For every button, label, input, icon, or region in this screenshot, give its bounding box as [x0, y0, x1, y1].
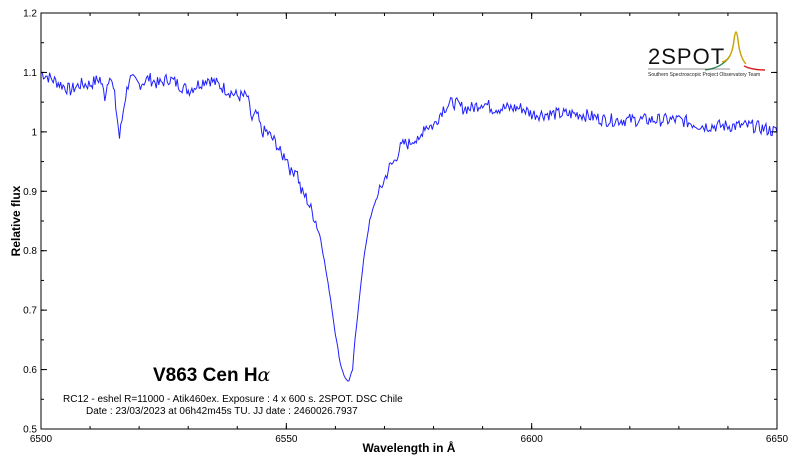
y-tick-label: 0.6	[23, 365, 37, 376]
y-tick-label: 0.8	[23, 246, 37, 257]
logo-yellow-peak	[721, 31, 747, 65]
spectrum-line	[40, 71, 778, 382]
y-tick-label: 1.2	[23, 9, 37, 20]
y-tick-label: 1	[31, 127, 37, 138]
spectrum-title: V863 Cen Hα	[153, 364, 271, 386]
instrument-info: RC12 - eshel R=11000 - Atik460ex. Exposu…	[63, 394, 403, 405]
y-tick-label: 1.1	[23, 68, 37, 79]
y-tick-label: 0.5	[23, 425, 37, 436]
x-tick-label: 6500	[30, 434, 53, 445]
x-axis-title: Wavelength in Å	[363, 440, 456, 455]
logo-name: 2SPOT	[648, 44, 725, 69]
date-info: Date : 23/03/2023 at 06h42m45s TU. JJ da…	[86, 406, 358, 417]
y-axis-title: Relative flux	[9, 185, 23, 256]
y-tick-label: 0.7	[23, 306, 37, 317]
x-tick-label: 6550	[275, 434, 298, 445]
y-tick-label: 0.9	[23, 187, 37, 198]
spectrum-title-alpha: α	[258, 364, 271, 386]
x-tick-label: 6650	[766, 434, 789, 445]
axis-ticks: 6500 6550 6600 6650 0.5 0.6 0.7 0.8 0.9 1 1.1 1.2	[23, 9, 788, 446]
spectrum-title-text: V863 Cen H	[153, 365, 258, 386]
logo-subtitle: Southern Spectroscopic Project Observato…	[648, 72, 760, 78]
2spot-logo: 2SPOT Southern Spectroscopic Project Obs…	[648, 31, 766, 78]
logo-red-curve	[743, 65, 766, 71]
x-tick-label: 6600	[521, 434, 544, 445]
